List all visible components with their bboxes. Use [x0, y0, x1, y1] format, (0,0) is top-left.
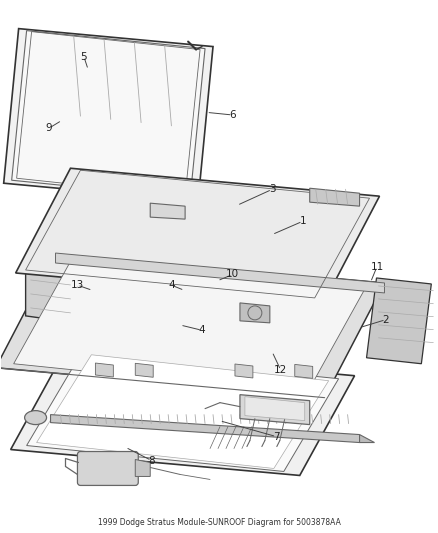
Text: 11: 11	[370, 262, 383, 271]
Text: 6: 6	[229, 110, 235, 120]
Polygon shape	[11, 350, 354, 475]
Text: 8: 8	[148, 456, 155, 465]
FancyBboxPatch shape	[77, 451, 138, 486]
Polygon shape	[240, 303, 269, 323]
Polygon shape	[309, 188, 359, 206]
Ellipse shape	[25, 410, 46, 425]
Text: 1: 1	[299, 216, 305, 227]
Polygon shape	[234, 364, 252, 378]
Polygon shape	[25, 268, 75, 323]
Text: 13: 13	[71, 280, 84, 290]
Polygon shape	[240, 394, 309, 425]
Polygon shape	[244, 397, 304, 421]
Text: 7: 7	[272, 432, 279, 442]
Polygon shape	[359, 434, 374, 442]
Polygon shape	[50, 415, 359, 442]
Text: 9: 9	[46, 123, 52, 133]
Text: 3: 3	[268, 184, 275, 195]
Polygon shape	[294, 365, 312, 378]
Text: 4: 4	[168, 280, 174, 290]
Text: 10: 10	[226, 270, 239, 279]
Text: 4: 4	[198, 325, 205, 335]
Polygon shape	[150, 203, 185, 219]
Polygon shape	[36, 355, 328, 469]
Polygon shape	[0, 253, 384, 398]
Polygon shape	[55, 253, 384, 293]
Polygon shape	[16, 168, 378, 301]
Polygon shape	[4, 29, 212, 201]
Text: 2: 2	[381, 314, 388, 325]
Text: 12: 12	[273, 365, 287, 375]
Polygon shape	[12, 30, 205, 198]
Polygon shape	[27, 353, 338, 472]
Text: 5: 5	[80, 52, 87, 61]
Text: 1999 Dodge Stratus Module-SUNROOF Diagram for 5003878AA: 1999 Dodge Stratus Module-SUNROOF Diagra…	[98, 518, 340, 527]
Polygon shape	[95, 363, 113, 377]
Polygon shape	[135, 459, 150, 477]
Polygon shape	[135, 364, 153, 377]
Polygon shape	[366, 278, 431, 364]
Polygon shape	[14, 256, 366, 394]
